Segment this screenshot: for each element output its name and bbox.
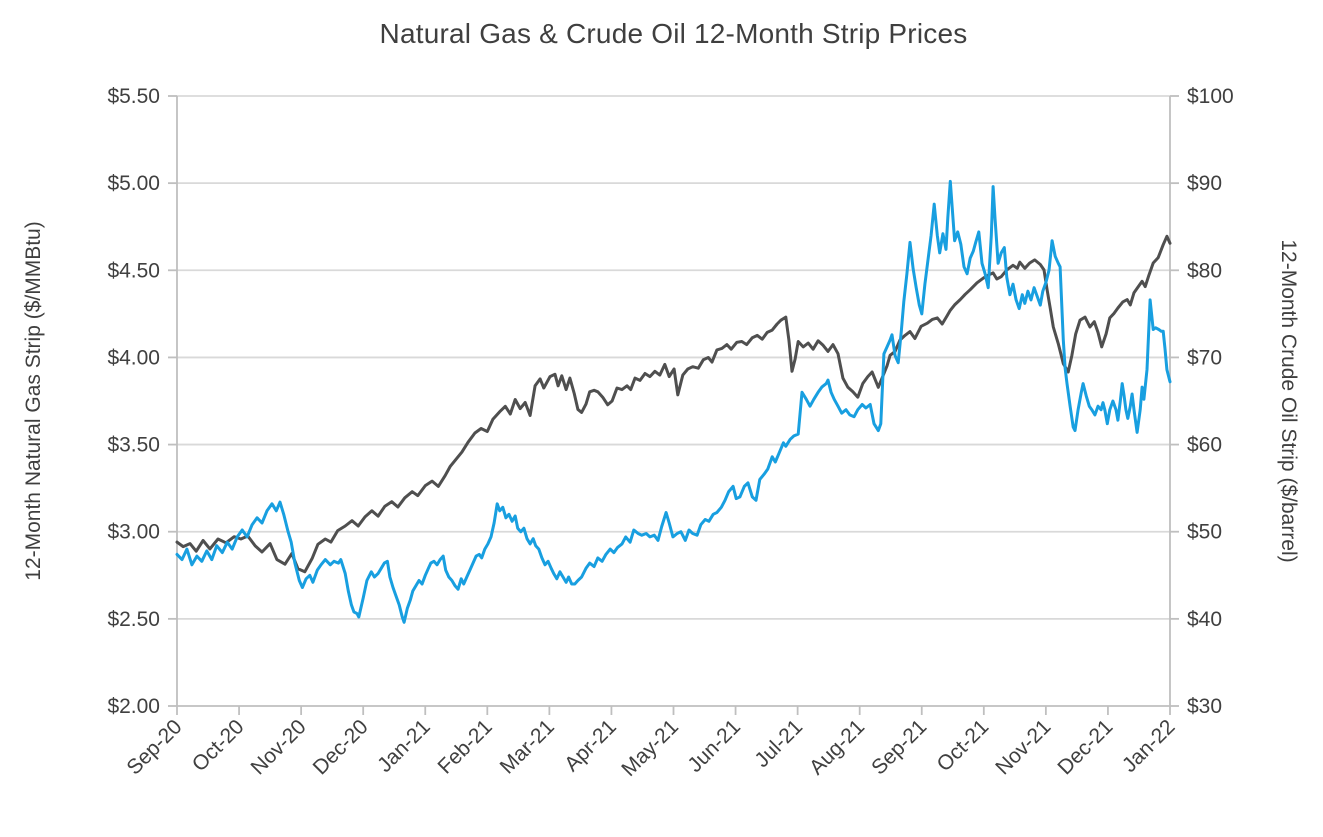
x-tick-label: Jun-21 (683, 715, 745, 777)
y-right-tick-label: $50 (1187, 521, 1222, 544)
x-tick-label: Aug-21 (805, 715, 869, 779)
y-left-tick-label: $5.00 (107, 172, 160, 195)
x-tick-label: Oct-20 (188, 715, 249, 776)
y-right-tick-label: $70 (1187, 346, 1222, 369)
y-left-tick-label: $3.50 (107, 434, 160, 457)
series-line-12-month-natural-gas-strip (175, 179, 1172, 624)
y-left-tick-label: $5.50 (107, 85, 160, 108)
x-tick-label: Feb-21 (434, 715, 497, 778)
y-right-tick-label: $90 (1187, 172, 1222, 195)
chart-title: Natural Gas & Crude Oil 12-Month Strip P… (379, 18, 968, 49)
y-right-tick-label: $30 (1187, 695, 1222, 718)
y-right-tick-label: $100 (1187, 85, 1234, 108)
y-left-tick-label: $4.50 (107, 259, 160, 282)
y-right-tick-label: $60 (1187, 434, 1222, 457)
x-tick-label: Sep-21 (867, 715, 931, 779)
x-tick-label: Dec-21 (1053, 715, 1117, 779)
y-left-tick-label: $2.00 (107, 695, 160, 718)
x-tick-label: Sep-20 (122, 715, 186, 779)
x-tick-label: Dec-20 (309, 715, 373, 779)
y-left-tick-label: $3.00 (107, 521, 160, 544)
y-right-tick-label: $40 (1187, 608, 1222, 631)
x-tick-label: Jan-21 (373, 715, 435, 777)
x-tick-label: Oct-21 (933, 715, 994, 776)
y-right-tick-label: $80 (1187, 259, 1222, 282)
y-left-tick-label: $2.50 (107, 608, 160, 631)
x-tick-label: Jan-22 (1118, 715, 1180, 777)
series-line-12-month-crude-oil-strip (175, 234, 1172, 574)
y-left-tick-label: $4.00 (107, 346, 160, 369)
x-tick-label: Apr-21 (560, 715, 621, 776)
x-tick-label: Jul-21 (750, 715, 807, 772)
x-tick-label: Nov-20 (247, 715, 311, 779)
x-tick-label: Nov-21 (991, 715, 1055, 779)
x-tick-label: May-21 (617, 715, 683, 781)
x-tick-label: Mar-21 (496, 715, 559, 778)
